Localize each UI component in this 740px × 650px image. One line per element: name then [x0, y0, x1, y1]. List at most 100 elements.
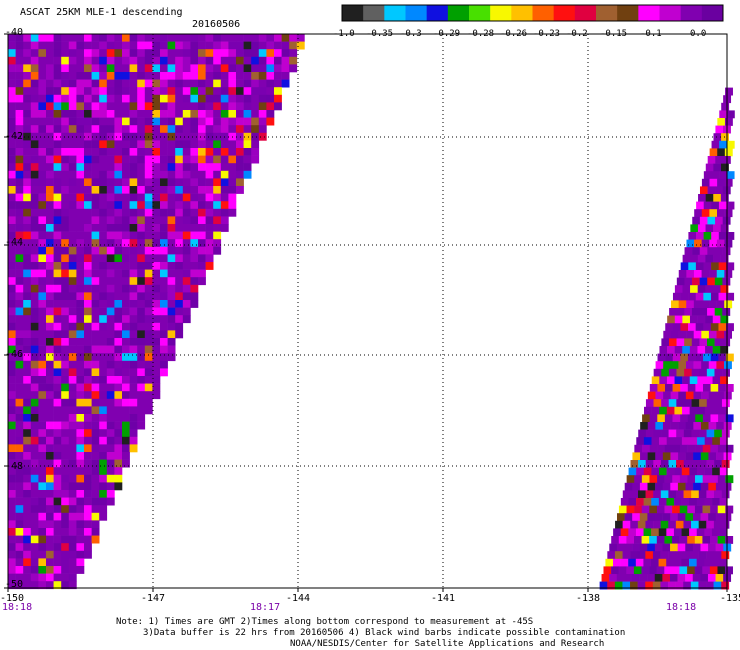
data-cell: [609, 543, 618, 552]
data-cell: [144, 322, 153, 331]
data-cell: [167, 338, 176, 346]
data-cell: [711, 232, 720, 240]
data-cell: [622, 520, 631, 529]
data-cell: [721, 102, 730, 111]
data-cell: [706, 581, 714, 590]
data-cell: [23, 558, 32, 567]
data-cell: [8, 444, 16, 453]
data-cell: [175, 300, 184, 308]
data-cell: [175, 102, 184, 111]
data-cell: [46, 543, 54, 552]
data-cell: [236, 132, 244, 141]
data-cell: [91, 94, 100, 103]
data-cell: [99, 193, 108, 202]
data-cell: [678, 452, 686, 461]
data-cell: [175, 307, 184, 316]
data-cell: [228, 56, 237, 65]
data-cell: [719, 140, 728, 149]
data-cell: [709, 148, 718, 157]
data-cell: [649, 414, 658, 423]
data-cell: [23, 170, 32, 179]
data-cell: [213, 132, 222, 141]
data-cell: [661, 429, 669, 438]
data-cell: [84, 246, 92, 255]
data-cell: [76, 170, 85, 179]
data-cell: [251, 64, 260, 73]
data-cell: [76, 505, 85, 514]
data-cell: [30, 102, 39, 111]
data-cell: [8, 368, 16, 377]
data-cell: [213, 117, 222, 126]
data-cell: [114, 79, 123, 88]
data-cell: [678, 391, 687, 400]
colorbar-segment: [596, 5, 618, 21]
data-cell: [213, 208, 222, 217]
data-cell: [129, 216, 138, 225]
data-cell: [53, 178, 62, 187]
data-cell: [61, 307, 70, 316]
data-cell: [213, 239, 222, 248]
data-cell: [61, 269, 70, 278]
data-cell: [691, 490, 700, 499]
data-cell: [243, 102, 252, 111]
data-cell: [716, 300, 725, 309]
data-cell: [53, 254, 62, 263]
data-cell: [122, 117, 130, 126]
data-cell: [152, 292, 161, 301]
data-cell: [129, 34, 138, 42]
data-cell: [167, 231, 176, 240]
data-cell: [129, 41, 138, 50]
data-cell: [38, 330, 47, 339]
data-cell: [46, 56, 54, 65]
data-cell: [175, 330, 184, 339]
data-cell: [160, 170, 168, 179]
data-cell: [91, 49, 100, 58]
data-cell: [53, 72, 62, 80]
colorbar-frame: [341, 4, 724, 22]
data-cell: [15, 550, 24, 559]
data-cell: [637, 490, 646, 499]
data-cell: [683, 460, 692, 468]
data-cell: [53, 208, 62, 217]
data-cell: [53, 581, 62, 590]
data-cell: [205, 193, 214, 202]
data-cell: [718, 384, 727, 392]
data-cell: [30, 186, 39, 194]
data-cell: [251, 148, 260, 156]
data-cell: [61, 239, 70, 248]
data-cell: [266, 117, 275, 126]
data-cell: [38, 208, 47, 217]
data-cell: [701, 391, 709, 400]
data-cell: [258, 102, 267, 111]
data-cell: [709, 178, 718, 187]
data-cell: [61, 79, 70, 88]
data-cell: [689, 346, 698, 354]
data-cell: [46, 558, 54, 567]
data-cell: [190, 79, 199, 88]
data-cell: [84, 87, 92, 96]
data-cell: [645, 551, 654, 560]
data-cell: [205, 262, 214, 270]
time-label: 18:18: [666, 602, 697, 613]
data-cell: [122, 49, 130, 58]
data-cell: [15, 444, 24, 453]
data-cell: [675, 490, 684, 499]
data-cell: [658, 528, 667, 537]
data-cell: [703, 292, 712, 301]
data-cell: [601, 574, 610, 582]
data-cell: [30, 353, 39, 362]
data-cell: [720, 254, 729, 263]
data-cell: [190, 300, 199, 308]
data-cell: [670, 452, 679, 461]
data-cell: [122, 360, 130, 369]
data-cell: [707, 574, 716, 582]
data-cell: [68, 140, 77, 149]
data-cell: [682, 346, 691, 354]
data-cell: [106, 452, 115, 460]
data-cell: [106, 330, 115, 339]
data-cell: [53, 558, 62, 567]
data-cell: [46, 72, 54, 80]
data-cell: [673, 528, 682, 537]
data-cell: [182, 56, 191, 65]
data-cell: [84, 353, 92, 362]
